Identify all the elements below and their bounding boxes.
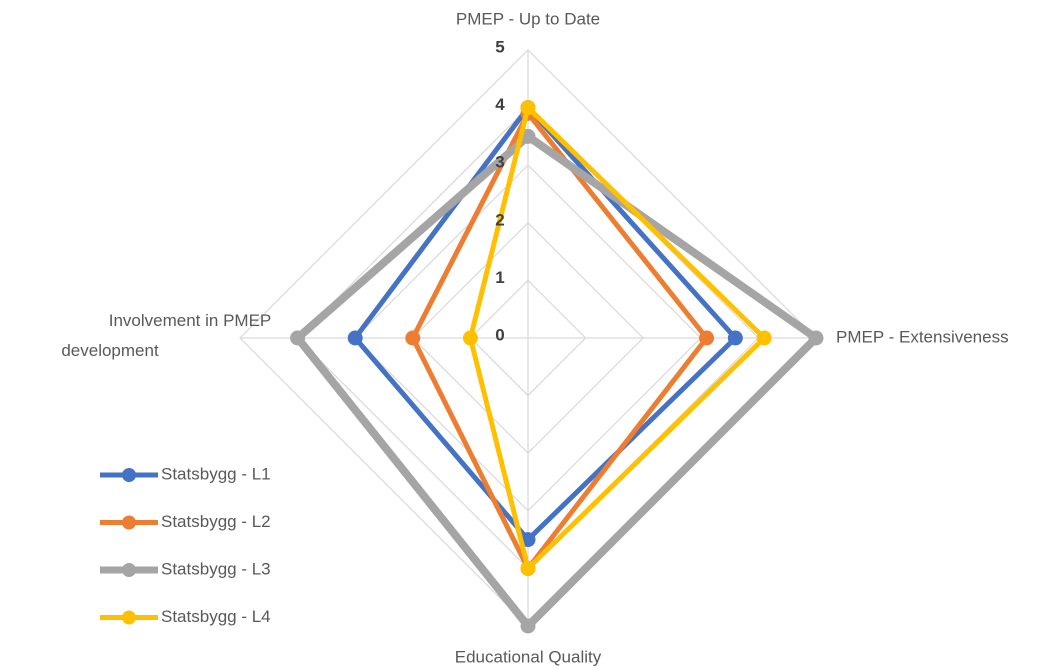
legend-marker xyxy=(122,468,136,482)
y-tick-label: 1 xyxy=(495,268,504,287)
series-line xyxy=(293,132,820,630)
legend-marker xyxy=(122,563,136,577)
series-point xyxy=(405,330,421,346)
series-point xyxy=(808,330,824,346)
category-label: PMEP - Up to Date xyxy=(456,9,600,28)
category-label: Involvement in PMEP development xyxy=(61,311,271,360)
series-point xyxy=(520,560,536,576)
series-point xyxy=(347,330,363,346)
y-tick-label: 3 xyxy=(495,153,504,172)
category-label: PMEP - Extensiveness xyxy=(836,327,1009,346)
series-point xyxy=(520,618,536,634)
legend-marker xyxy=(122,515,136,530)
series-point xyxy=(727,330,743,346)
legend-label: Statsbygg - L3 xyxy=(161,559,271,578)
y-tick-label: 4 xyxy=(495,95,505,114)
legend-marker xyxy=(122,610,136,625)
series-point xyxy=(462,330,478,346)
series-point xyxy=(520,100,536,116)
legend-label: Statsbygg - L2 xyxy=(161,512,271,531)
legend-label: Statsbygg - L4 xyxy=(161,607,271,626)
legend-label: Statsbygg - L1 xyxy=(161,464,271,483)
y-tick-label: 0 xyxy=(495,325,504,344)
series-point xyxy=(699,330,715,346)
y-tick-label: 5 xyxy=(495,37,504,56)
series-point xyxy=(290,330,306,346)
series-point xyxy=(756,330,772,346)
y-tick-label: 2 xyxy=(495,210,504,229)
category-label: Educational Quality xyxy=(455,647,602,666)
series-line xyxy=(410,110,710,571)
